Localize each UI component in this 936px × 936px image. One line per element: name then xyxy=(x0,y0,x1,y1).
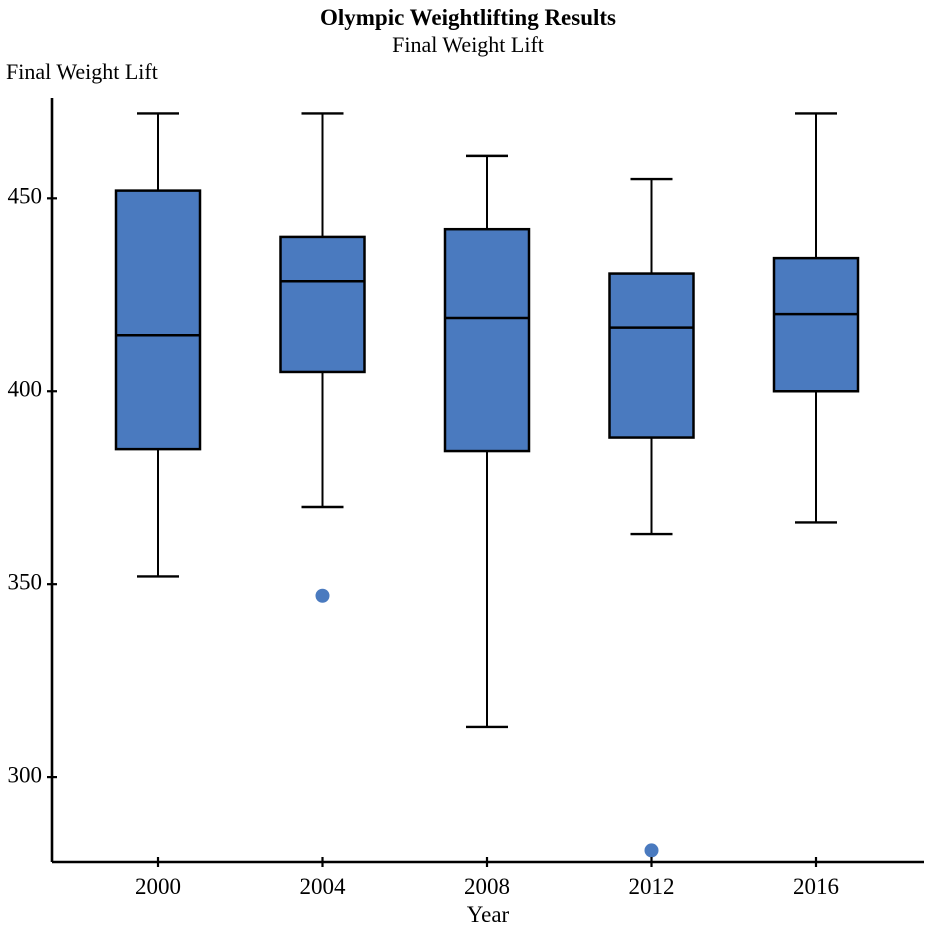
x-tick-label: 2012 xyxy=(629,874,675,899)
chart-title: Olympic Weightlifting Results xyxy=(319,5,617,30)
outlier-point-2004 xyxy=(315,588,330,603)
iqr-box-2000 xyxy=(114,189,202,451)
iqr-box-2008 xyxy=(443,227,531,453)
iqr-box-2012 xyxy=(608,272,695,439)
x-tick-label: 2000 xyxy=(135,874,181,899)
x-tick-label: 2004 xyxy=(300,874,347,899)
x-tick-label: 2008 xyxy=(464,874,510,899)
y-axis-title: Final Weight Lift xyxy=(6,59,158,84)
chart-subtitle: Final Weight Lift xyxy=(392,32,544,57)
y-tick-label: 350 xyxy=(8,569,43,594)
x-axis-title: Year xyxy=(467,902,510,927)
y-tick-label: 450 xyxy=(8,184,43,209)
iqr-box-2004 xyxy=(279,235,366,374)
outlier-point-2012 xyxy=(644,843,659,858)
y-tick-label: 300 xyxy=(8,762,43,787)
iqr-box-2016 xyxy=(772,256,860,393)
y-tick-label: 400 xyxy=(8,377,43,402)
x-tick-label: 2016 xyxy=(793,874,839,899)
